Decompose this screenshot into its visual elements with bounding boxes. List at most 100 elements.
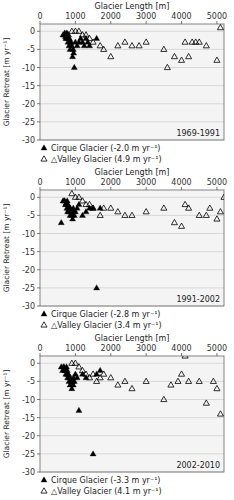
- point: [90, 451, 96, 456]
- tick-mark: [181, 353, 182, 356]
- tick-label: 3000: [136, 12, 156, 21]
- point: [178, 371, 184, 376]
- point: [171, 219, 177, 224]
- point: [186, 53, 192, 58]
- axis-label: Glacier Length [m]: [95, 168, 170, 177]
- legend-label: △Valley Glacier (3.4 m yr⁻¹): [51, 321, 162, 330]
- tick-mark: [37, 197, 40, 198]
- legend-label: △Valley Glacier (4.9 m yr⁻¹): [51, 155, 162, 164]
- point: [94, 378, 100, 383]
- tick-mark: [37, 306, 40, 307]
- tick-mark: [216, 21, 217, 24]
- tick-label: 3000: [136, 344, 156, 353]
- plot-background: [40, 356, 224, 472]
- point: [71, 50, 77, 55]
- tick-label: 0: [30, 193, 35, 202]
- point: [101, 371, 107, 376]
- tick-mark: [181, 21, 182, 24]
- point: [90, 371, 96, 376]
- point: [217, 24, 223, 29]
- point: [164, 64, 170, 69]
- point: [64, 367, 70, 372]
- marks: [60, 24, 224, 69]
- tick-label: -5: [27, 377, 35, 386]
- grid-line: [40, 399, 224, 400]
- tick-label: 4000: [171, 178, 191, 187]
- point: [196, 39, 202, 44]
- axis-label: Glacier Retreat [m yr⁻¹]: [2, 38, 11, 127]
- point: [115, 382, 121, 387]
- point: [71, 64, 77, 69]
- tick-label: -5: [27, 211, 35, 220]
- point: [94, 285, 100, 290]
- point: [58, 219, 64, 224]
- tick-mark: [110, 187, 111, 190]
- grid-line: [40, 67, 224, 68]
- tick-label: -25: [22, 284, 35, 293]
- marks: [58, 356, 223, 456]
- point: [64, 198, 70, 203]
- point: [74, 375, 80, 380]
- legend-marker: [41, 488, 47, 493]
- point: [76, 364, 82, 369]
- tick-mark: [37, 103, 40, 104]
- tick-label: 0: [37, 12, 42, 21]
- point: [143, 39, 149, 44]
- point: [108, 375, 114, 380]
- point: [94, 35, 100, 40]
- tick-label: 1000: [65, 344, 85, 353]
- point: [182, 356, 188, 358]
- point: [182, 201, 188, 206]
- tick-label: -30: [22, 136, 35, 145]
- point: [108, 53, 114, 58]
- tick-label: 4000: [171, 344, 191, 353]
- tick-label: -15: [22, 248, 35, 257]
- grid-line: [40, 49, 224, 50]
- point: [161, 396, 167, 401]
- annotation: 1969-1991: [176, 129, 220, 138]
- tick-mark: [216, 187, 217, 190]
- grid-line: [40, 435, 224, 436]
- tick-mark: [110, 353, 111, 356]
- axis-label: Glacier Length [m]: [95, 2, 170, 11]
- tick-mark: [216, 353, 217, 356]
- point: [72, 360, 78, 365]
- point: [203, 43, 209, 48]
- tick-label: -30: [22, 468, 35, 477]
- grid-line: [40, 269, 224, 270]
- point: [90, 205, 96, 210]
- point: [203, 400, 209, 405]
- tick-mark: [37, 453, 40, 454]
- point: [101, 205, 107, 210]
- point: [217, 209, 223, 214]
- point: [175, 378, 181, 383]
- grid-line: [40, 417, 224, 418]
- point: [122, 39, 128, 44]
- point: [63, 364, 69, 369]
- plot-background: [40, 190, 224, 306]
- panel: 0-5-10-15-20-25-30010002000300040005000G…: [2, 334, 227, 496]
- tick-label: -10: [22, 64, 35, 73]
- legend-marker: [41, 156, 47, 161]
- tick-mark: [37, 251, 40, 252]
- tick-label: -20: [22, 432, 35, 441]
- tick-label: 4000: [171, 12, 191, 21]
- point: [86, 375, 92, 380]
- point: [161, 46, 167, 51]
- point: [69, 190, 75, 195]
- point: [97, 367, 103, 372]
- tick-mark: [37, 233, 40, 234]
- point: [122, 378, 128, 383]
- point: [186, 378, 192, 383]
- point: [97, 212, 103, 217]
- point: [178, 223, 184, 228]
- point: [76, 201, 82, 206]
- tick-mark: [37, 399, 40, 400]
- legend-label: △Valley Glacier (4.1 m yr⁻¹): [51, 487, 162, 496]
- tick-mark: [37, 140, 40, 141]
- point: [214, 57, 220, 62]
- point: [76, 28, 82, 33]
- tick-label: -25: [22, 118, 35, 127]
- point: [101, 46, 107, 51]
- tick-label: 0: [37, 344, 42, 353]
